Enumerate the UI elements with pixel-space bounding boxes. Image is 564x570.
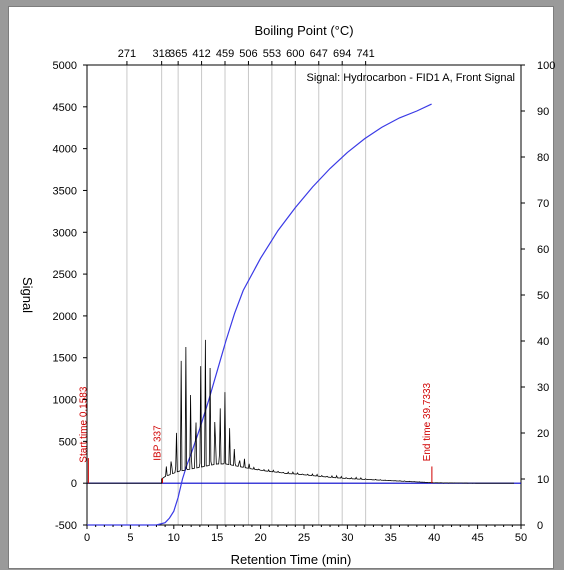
x-tick-label-1: 5 bbox=[127, 532, 133, 544]
top-tick-label-1: 318 bbox=[152, 48, 170, 60]
y2-tick-label-9: 90 bbox=[537, 106, 549, 118]
y-tick-label-10: 4500 bbox=[53, 102, 77, 114]
y2-tick-label-5: 50 bbox=[537, 290, 549, 302]
y-tick-label-5: 2000 bbox=[53, 311, 77, 323]
y-tick-label-11: 5000 bbox=[53, 60, 77, 72]
y-tick-label-4: 1500 bbox=[53, 353, 77, 365]
annotation-label-1: IBP 337 bbox=[153, 425, 164, 461]
chart-svg: Start time 0.1583 IBP 337 End time 39.7333… bbox=[20, 23, 555, 567]
y-tick-label-0: -500 bbox=[55, 520, 77, 532]
x-tick-label-6: 30 bbox=[341, 532, 353, 544]
top-tick-label-8: 647 bbox=[310, 48, 328, 60]
y-tick-label-9: 4000 bbox=[53, 144, 77, 156]
top-tick-label-3: 412 bbox=[192, 48, 210, 60]
chromatogram-trace bbox=[87, 339, 515, 484]
y2-tick-label-6: 60 bbox=[537, 244, 549, 256]
y2-tick-label-0: 0 bbox=[537, 520, 543, 532]
y-tick-label-2: 500 bbox=[59, 436, 77, 448]
annotation-label-0: Start time 0.1583 bbox=[78, 386, 89, 463]
y2-tick-label-4: 40 bbox=[537, 336, 549, 348]
y-tick-label-1: 0 bbox=[71, 478, 77, 490]
y-tick-label-8: 3500 bbox=[53, 185, 77, 197]
top-tick-label-7: 600 bbox=[286, 48, 304, 60]
signal-label: Signal: Hydrocarbon - FID1 A, Front Sign… bbox=[307, 72, 515, 84]
y2-tick-label-1: 10 bbox=[537, 474, 549, 486]
top-tick-label-9: 694 bbox=[333, 48, 351, 60]
x-tick-label-3: 15 bbox=[211, 532, 223, 544]
x-tick-label-2: 10 bbox=[168, 532, 180, 544]
chart-frame: Start time 0.1583 IBP 337 End time 39.7333… bbox=[8, 6, 555, 569]
y-tick-label-3: 1000 bbox=[53, 395, 77, 407]
top-tick-label-10: 741 bbox=[356, 48, 374, 60]
cumulative-curve bbox=[156, 103, 432, 526]
grid-layer bbox=[126, 65, 367, 525]
x-tick-label-4: 20 bbox=[254, 532, 266, 544]
top-tick-label-6: 553 bbox=[263, 48, 281, 60]
x-tick-label-8: 40 bbox=[428, 532, 440, 544]
annotation-layer: Start time 0.1583 IBP 337 End time 39.7333 bbox=[78, 382, 433, 484]
top-tick-label-2: 365 bbox=[169, 48, 187, 60]
annotation-label-2: End time 39.7333 bbox=[422, 382, 433, 461]
x-tick-label-9: 45 bbox=[471, 532, 483, 544]
y2-tick-label-8: 80 bbox=[537, 152, 549, 164]
top-tick-label-0: 271 bbox=[118, 48, 136, 60]
series-layer bbox=[87, 103, 521, 526]
x-tick-label-5: 25 bbox=[298, 532, 310, 544]
top-axis-title: Boiling Point (°C) bbox=[254, 23, 353, 38]
x-tick-label-0: 0 bbox=[84, 532, 90, 544]
x-tick-label-7: 35 bbox=[385, 532, 397, 544]
y-axis-title: Signal bbox=[20, 277, 35, 313]
top-tick-label-4: 459 bbox=[216, 48, 234, 60]
y-tick-label-6: 2500 bbox=[53, 269, 77, 281]
y2-tick-label-2: 20 bbox=[537, 428, 549, 440]
top-tick-label-5: 506 bbox=[239, 48, 257, 60]
y-tick-label-7: 3000 bbox=[53, 227, 77, 239]
y2-tick-label-7: 70 bbox=[537, 198, 549, 210]
x-axis-title: Retention Time (min) bbox=[231, 552, 352, 567]
y2-tick-label-10: 100 bbox=[537, 60, 555, 72]
y2-tick-label-3: 30 bbox=[537, 382, 549, 394]
x-tick-label-10: 50 bbox=[515, 532, 527, 544]
